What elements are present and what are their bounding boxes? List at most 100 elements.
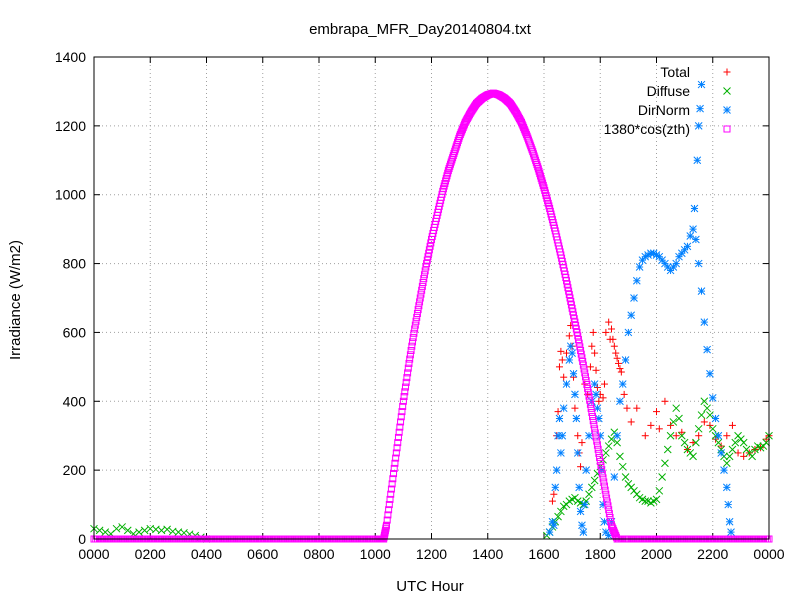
data-point [548,497,556,505]
data-point [618,462,627,471]
data-point [539,181,547,189]
data-point [706,411,714,419]
data-point [697,287,706,295]
data-point [599,394,607,402]
grid-lines [94,57,769,539]
data-point [582,377,590,385]
data-point [700,418,708,426]
x-tick-label: 0000 [78,546,109,562]
data-point [410,329,418,337]
data-point [576,343,584,351]
x-tick-label: 1200 [416,546,447,562]
data-point [620,390,628,398]
data-point [581,373,589,381]
data-point [418,286,426,294]
data-point [140,526,149,535]
data-point [584,388,592,396]
data-point [123,526,132,535]
data-point [386,495,394,503]
data-point [401,388,409,396]
data-point [400,393,408,401]
data-point [720,466,728,474]
legend-marker [723,87,731,95]
data-point [408,342,416,350]
data-point [579,361,587,369]
data-point [591,349,599,357]
data-point [101,528,110,536]
data-point [616,365,624,373]
x-tick-label: 2000 [641,546,672,562]
data-point [392,454,400,462]
data-point [577,350,585,358]
chart-title: embrapa_MFR_Day20140804.txt [309,21,532,38]
data-point [413,313,421,321]
data-point [538,177,546,185]
data-point [672,432,680,440]
data-point [607,435,616,444]
data-point [613,354,621,362]
data-point [572,414,581,423]
y-tick-label: 800 [63,256,87,272]
data-point [731,438,740,447]
data-point [559,404,568,413]
data-point [606,513,614,521]
data-point [592,433,600,441]
data-point [598,466,606,474]
data-point [568,349,576,357]
data-point [596,453,604,461]
data-point [551,483,560,492]
data-point [604,442,613,450]
data-point [624,328,633,337]
data-point [610,342,618,350]
data-point [573,449,582,457]
data-point [686,232,695,240]
x-tick-label: 2200 [697,546,728,562]
data-point [578,521,586,530]
data-point [383,516,391,524]
data-point [621,473,630,481]
data-point [663,445,672,454]
data-point [118,523,126,531]
data-point [591,425,599,433]
data-point [135,528,143,536]
series-2 [545,80,735,540]
data-point [594,445,602,453]
data-point [571,390,579,399]
data-point [739,438,748,447]
data-point [582,466,591,474]
data-point [558,356,566,364]
data-point [714,431,723,440]
data-point [411,321,419,329]
data-point [565,332,573,340]
legend-label: Diffuse [647,83,691,99]
data-point [748,452,756,461]
data-point [700,397,709,406]
data-point [703,404,711,413]
data-point [390,470,398,478]
data-point [416,298,424,306]
data-point [571,404,579,412]
data-point [690,204,699,213]
data-point [396,423,404,431]
data-point [587,404,595,412]
data-point [603,494,611,502]
data-point [401,383,409,391]
data-point [552,466,561,474]
data-point [602,490,610,498]
data-point [539,179,547,187]
data-point [392,449,400,457]
data-point [615,359,623,367]
data-point [696,104,704,113]
x-tick-label: 1000 [360,546,391,562]
data-point [661,397,669,405]
data-point [708,424,717,433]
y-tick-label: 1400 [55,49,86,65]
data-point [613,431,621,440]
data-point [724,500,733,509]
data-point [395,428,403,436]
data-point [397,418,405,426]
data-point [163,525,171,534]
data-point [618,380,627,388]
legend-label: 1380*cos(zth) [604,121,690,137]
data-point [661,459,669,468]
